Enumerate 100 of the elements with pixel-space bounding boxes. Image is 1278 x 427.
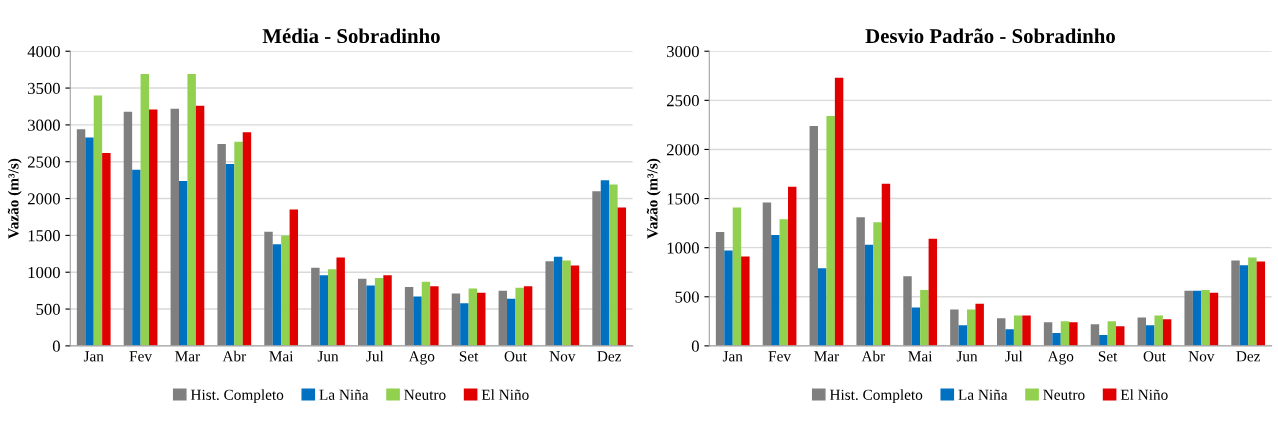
bar — [553, 256, 563, 346]
bar — [911, 307, 921, 346]
x-tick-label: Nov — [549, 351, 576, 362]
bar — [1256, 261, 1266, 346]
bar — [958, 325, 968, 346]
bar — [928, 238, 938, 346]
x-tick-label: Fev — [129, 351, 153, 362]
bar — [1184, 290, 1193, 346]
bar — [997, 318, 1006, 346]
x-tick-label: Dez — [597, 351, 622, 362]
legend-label: La Niña — [958, 389, 1008, 400]
bar — [1239, 265, 1249, 346]
bar — [920, 289, 929, 346]
bar — [779, 219, 789, 346]
bar — [834, 77, 844, 346]
x-tick-label: Abr — [861, 350, 886, 362]
bar — [818, 268, 827, 346]
y-tick-label: 0 — [52, 340, 60, 352]
bar — [468, 288, 478, 346]
x-tick-label: Jun — [317, 351, 339, 362]
bar — [562, 260, 571, 346]
bar — [217, 144, 226, 346]
y-tick-label: 1000 — [667, 242, 699, 254]
y-tick-label: 1500 — [667, 193, 699, 205]
y-tick-label: 2500 — [27, 156, 60, 168]
bar — [264, 231, 273, 346]
x-tick-label: Out — [504, 351, 527, 362]
bar — [1060, 321, 1070, 346]
legend-label: El Niño — [481, 389, 529, 400]
y-tick-label: 3000 — [667, 45, 699, 58]
x-tick-label: Ago — [1047, 351, 1074, 365]
bar — [328, 269, 337, 346]
y-tick-label: 0 — [691, 340, 699, 352]
x-tick-label: Mar — [175, 351, 201, 362]
x-tick-label: Mai — [908, 351, 933, 362]
bar — [1116, 326, 1125, 346]
bar — [545, 261, 554, 346]
legend-label: Hist. Completo — [829, 389, 923, 404]
x-tick-label: Jul — [366, 350, 384, 362]
bar — [515, 287, 524, 346]
x-tick-label: Out — [1143, 351, 1166, 362]
y-tick-label: 4000 — [27, 45, 60, 58]
x-tick-label: Jun — [956, 351, 978, 362]
bar — [523, 286, 533, 346]
bar — [179, 180, 188, 346]
bar — [76, 129, 86, 346]
bar — [809, 125, 819, 346]
y-tick-label: 2000 — [27, 193, 60, 205]
x-tick-label: Set — [459, 351, 479, 362]
bar — [788, 186, 797, 346]
bar — [123, 111, 133, 346]
bar — [498, 290, 508, 346]
bar — [1248, 257, 1257, 346]
y-tick-label: 1000 — [28, 266, 60, 279]
chart-title: Média - Sobradinho — [262, 28, 440, 44]
bar — [234, 141, 243, 346]
bar — [289, 209, 299, 346]
bar — [1069, 322, 1078, 346]
x-tick-label: Fev — [768, 351, 792, 362]
bar — [1090, 324, 1100, 346]
y-tick-label: 500 — [36, 303, 60, 315]
bar — [404, 286, 414, 346]
bar — [617, 207, 627, 346]
legend-label: El Niño — [1120, 389, 1168, 400]
bar — [724, 250, 733, 346]
x-tick-label: Jul — [1005, 350, 1023, 362]
bar — [366, 285, 375, 346]
y-axis-title: Vazão (m³/s) — [646, 158, 661, 239]
bar — [477, 292, 486, 346]
y-tick-label: 1500 — [28, 230, 60, 242]
x-tick-label: Nov — [1188, 351, 1215, 362]
chart-title: Desvio Padrão - Sobradinho — [865, 28, 1115, 44]
bar — [1146, 325, 1155, 346]
bar — [374, 278, 384, 346]
bar — [609, 184, 618, 346]
bar — [140, 74, 150, 346]
legend-label: Neutro — [404, 389, 446, 400]
bar — [592, 191, 601, 346]
bar — [319, 275, 329, 346]
bar — [272, 244, 282, 346]
x-tick-label: Abr — [222, 350, 247, 362]
bar — [149, 109, 158, 346]
bar — [1162, 319, 1172, 346]
bar — [732, 207, 742, 346]
bar — [762, 202, 772, 346]
bar — [975, 303, 984, 346]
bar — [187, 74, 196, 346]
bar — [430, 286, 439, 346]
bar — [311, 267, 320, 346]
bar — [242, 132, 252, 346]
bar — [1022, 315, 1031, 346]
x-tick-label: Set — [1098, 351, 1118, 362]
bar — [507, 298, 516, 346]
bar — [1209, 292, 1219, 346]
bar — [873, 222, 882, 346]
bar — [132, 169, 141, 346]
bar — [741, 256, 750, 346]
bar — [1005, 329, 1014, 346]
bar — [413, 296, 422, 346]
bar — [281, 235, 290, 346]
